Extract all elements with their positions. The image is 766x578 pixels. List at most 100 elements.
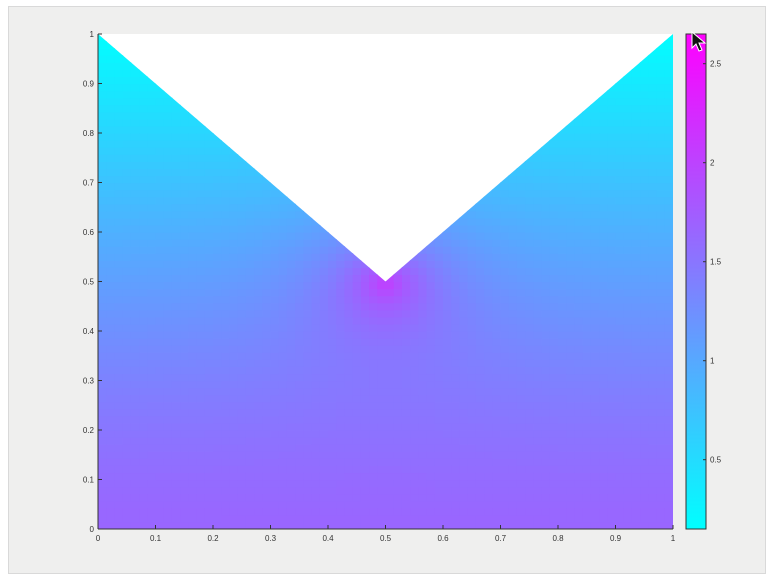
field-cell <box>599 309 608 318</box>
field-cell <box>139 83 148 92</box>
field-cell <box>106 288 116 297</box>
field-cell <box>213 408 222 417</box>
field-cell <box>328 295 337 304</box>
field-cell <box>122 472 132 481</box>
field-cell <box>631 352 641 360</box>
field-cell <box>171 437 181 445</box>
field-cell <box>648 281 658 290</box>
field-cell <box>344 295 354 304</box>
field-cell <box>541 267 551 276</box>
field-cell <box>615 217 625 226</box>
field-cell <box>516 486 526 495</box>
field-cell <box>295 331 304 339</box>
field-cell <box>180 189 189 198</box>
field-cell <box>328 253 337 261</box>
field-cell <box>631 422 641 431</box>
field-cell <box>180 295 189 304</box>
field-cell <box>106 217 116 226</box>
field-cell <box>147 239 157 247</box>
field-cell <box>221 408 231 417</box>
field-cell <box>607 210 617 219</box>
field-cell <box>278 479 288 488</box>
field-cell <box>196 521 206 529</box>
field-cell <box>631 288 641 297</box>
field-cell <box>426 458 436 466</box>
field-cell <box>262 451 272 459</box>
field-cell <box>475 514 485 523</box>
field-cell <box>98 246 107 254</box>
field-cell <box>656 359 666 367</box>
field-cell <box>286 323 296 332</box>
field-cell <box>270 444 280 452</box>
field-cell <box>475 217 485 226</box>
x-tick-label: 0.6 <box>437 534 449 543</box>
field-cell <box>229 154 239 162</box>
field-cell <box>516 408 526 417</box>
field-cell <box>574 274 584 283</box>
field-cell <box>549 444 559 452</box>
field-cell <box>434 302 444 311</box>
field-cell <box>541 189 551 198</box>
field-cell <box>590 189 600 198</box>
field-cell <box>664 161 673 169</box>
field-cell <box>319 232 329 240</box>
field-cell <box>393 352 403 360</box>
field-cell <box>204 486 214 495</box>
field-cell <box>541 380 551 389</box>
field-cell <box>533 408 543 417</box>
field-cell <box>155 147 165 155</box>
field-cell <box>155 323 165 332</box>
field-cell <box>147 111 157 120</box>
field-cell <box>171 338 181 346</box>
field-cell <box>254 507 263 516</box>
field-cell <box>467 451 477 459</box>
field-cell <box>163 168 173 177</box>
field-cell <box>566 366 576 375</box>
field-cell <box>664 140 673 148</box>
field-cell <box>599 295 608 304</box>
field-cell <box>106 331 116 339</box>
field-cell <box>237 239 247 247</box>
field-cell <box>418 422 428 431</box>
field-cell <box>286 387 296 396</box>
field-cell <box>237 366 247 375</box>
field-cell <box>229 408 239 417</box>
field-cell <box>615 345 625 353</box>
field-cell <box>459 210 469 219</box>
field-cell <box>303 451 313 459</box>
field-cell <box>147 500 157 509</box>
field-cell <box>377 302 387 311</box>
field-cell <box>467 232 477 240</box>
field-cell <box>286 267 296 276</box>
field-cell <box>139 69 148 78</box>
field-cell <box>369 345 378 353</box>
field-cell <box>385 323 395 332</box>
field-cell <box>221 309 231 318</box>
field-cell <box>467 493 477 502</box>
field-cell <box>311 323 321 332</box>
field-cell <box>336 465 346 474</box>
field-cell <box>98 34 107 42</box>
field-cell <box>328 281 337 290</box>
field-cell <box>467 408 477 417</box>
field-cell <box>590 451 600 459</box>
field-cell <box>122 274 132 283</box>
field-cell <box>599 408 608 417</box>
field-cell <box>508 338 518 346</box>
field-cell <box>656 196 666 205</box>
field-cell <box>574 472 584 481</box>
field-cell <box>171 104 181 113</box>
field-cell <box>656 521 666 529</box>
field-cell <box>623 437 633 445</box>
field-cell <box>122 380 132 389</box>
field-cell <box>640 203 649 212</box>
field-cell <box>426 479 436 488</box>
field-cell <box>401 380 411 389</box>
field-cell <box>574 288 584 297</box>
field-cell <box>196 380 206 389</box>
field-cell <box>237 430 247 438</box>
field-cell <box>607 359 617 367</box>
field-cell <box>122 90 132 99</box>
field-cell <box>328 486 337 495</box>
field-cell <box>516 507 526 516</box>
